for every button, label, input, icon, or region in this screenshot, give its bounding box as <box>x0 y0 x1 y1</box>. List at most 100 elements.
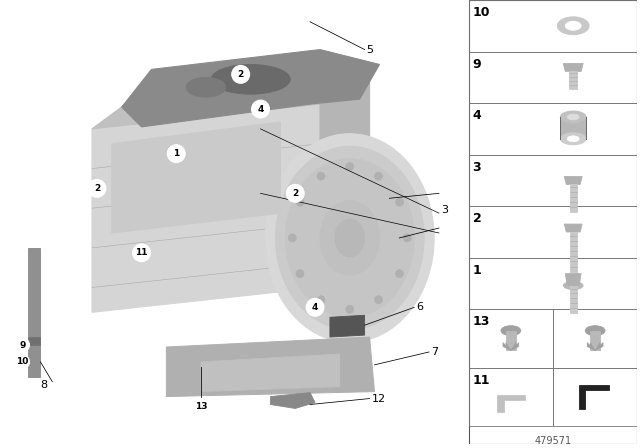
Polygon shape <box>595 343 603 350</box>
Ellipse shape <box>335 219 365 257</box>
Bar <box>553 368 637 426</box>
Bar <box>28 337 40 345</box>
Polygon shape <box>579 385 609 409</box>
Bar <box>468 309 553 368</box>
Bar <box>468 52 637 103</box>
Polygon shape <box>28 248 40 377</box>
Circle shape <box>286 185 304 202</box>
Bar <box>468 258 637 309</box>
Circle shape <box>396 270 403 278</box>
Circle shape <box>306 298 324 316</box>
Ellipse shape <box>561 111 586 123</box>
Ellipse shape <box>557 17 589 34</box>
Text: 2: 2 <box>292 189 298 198</box>
Ellipse shape <box>266 134 434 342</box>
Polygon shape <box>330 315 365 337</box>
Polygon shape <box>506 343 511 350</box>
Ellipse shape <box>320 201 380 275</box>
Circle shape <box>403 234 412 242</box>
Circle shape <box>346 163 354 171</box>
Bar <box>561 117 586 139</box>
Ellipse shape <box>565 22 581 30</box>
Polygon shape <box>201 354 340 392</box>
Text: 2: 2 <box>473 212 481 225</box>
Text: 1: 1 <box>473 264 481 277</box>
Circle shape <box>192 397 210 415</box>
Polygon shape <box>595 343 600 350</box>
Bar <box>468 0 637 52</box>
Ellipse shape <box>211 65 291 94</box>
Text: 9: 9 <box>473 57 481 70</box>
Polygon shape <box>122 50 380 127</box>
Polygon shape <box>511 343 516 350</box>
Text: 10: 10 <box>473 6 490 19</box>
Polygon shape <box>563 64 583 71</box>
Polygon shape <box>112 122 280 233</box>
Circle shape <box>374 296 383 304</box>
Text: 3: 3 <box>473 161 481 174</box>
Circle shape <box>132 244 150 262</box>
Circle shape <box>396 198 403 206</box>
Ellipse shape <box>567 136 579 142</box>
Circle shape <box>15 355 29 369</box>
Text: 13: 13 <box>473 315 490 328</box>
Circle shape <box>296 270 304 278</box>
Bar <box>468 103 637 155</box>
Text: 3: 3 <box>441 205 448 215</box>
Text: 2: 2 <box>94 184 100 193</box>
Bar <box>468 155 637 206</box>
Ellipse shape <box>186 78 226 97</box>
Bar <box>497 395 525 400</box>
Circle shape <box>374 172 383 180</box>
Circle shape <box>167 145 185 163</box>
Circle shape <box>88 180 106 197</box>
Text: 4: 4 <box>257 104 264 113</box>
Polygon shape <box>271 392 315 409</box>
Text: 11: 11 <box>135 248 148 257</box>
Polygon shape <box>166 337 374 396</box>
Polygon shape <box>564 177 582 185</box>
Text: 11: 11 <box>473 374 490 387</box>
Bar <box>570 232 577 271</box>
Circle shape <box>288 234 296 242</box>
Bar <box>506 331 516 350</box>
Circle shape <box>317 172 325 180</box>
Bar <box>570 185 577 212</box>
Ellipse shape <box>561 133 586 145</box>
Text: 9: 9 <box>19 340 26 349</box>
Text: 12: 12 <box>372 393 386 404</box>
Polygon shape <box>565 274 581 285</box>
Ellipse shape <box>563 281 583 289</box>
Circle shape <box>232 65 250 83</box>
Circle shape <box>252 100 269 118</box>
Bar <box>468 206 637 258</box>
Text: 1: 1 <box>173 149 179 158</box>
Polygon shape <box>511 343 519 350</box>
Bar <box>468 0 637 444</box>
Polygon shape <box>587 343 595 350</box>
Circle shape <box>346 306 354 313</box>
Polygon shape <box>92 67 369 129</box>
Bar <box>497 400 504 412</box>
Polygon shape <box>320 67 369 288</box>
Circle shape <box>317 296 325 304</box>
Circle shape <box>296 198 304 206</box>
Circle shape <box>15 338 29 352</box>
Polygon shape <box>590 343 595 350</box>
Text: 4: 4 <box>473 109 481 122</box>
Polygon shape <box>92 104 320 312</box>
Text: 2: 2 <box>237 70 244 79</box>
Polygon shape <box>503 343 511 350</box>
Bar <box>570 285 577 313</box>
Text: 4: 4 <box>312 303 318 312</box>
Ellipse shape <box>501 326 521 336</box>
Text: 479571: 479571 <box>534 436 572 446</box>
Bar <box>468 368 553 426</box>
Text: 7: 7 <box>431 347 438 357</box>
Text: 5: 5 <box>367 44 374 55</box>
Text: 6: 6 <box>416 302 423 312</box>
Text: 10: 10 <box>17 358 29 366</box>
Ellipse shape <box>585 326 605 336</box>
Bar <box>569 71 577 89</box>
Polygon shape <box>564 224 582 232</box>
